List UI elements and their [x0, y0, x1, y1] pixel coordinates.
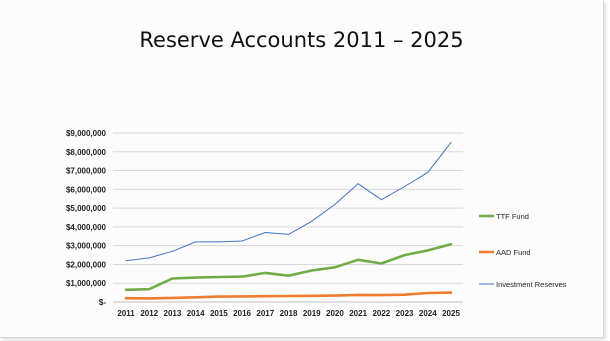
x-axis-tick-labels: 2011 2012 2013 2014 2015 2016 2017 2018 2019 2020… [117, 309, 460, 318]
x-tick-label: 2016 [233, 309, 251, 318]
legend-label: AAD Fund [496, 248, 531, 257]
series-line-ttf-fund [124, 242, 453, 292]
x-tick-label: 2015 [210, 309, 228, 318]
x-tick-label: 2014 [187, 309, 205, 318]
x-tick-label: 2025 [442, 309, 460, 318]
x-tick-label: 2011 [117, 309, 135, 318]
y-tick-label: $- [99, 298, 106, 307]
x-tick-label: 2013 [164, 309, 182, 318]
series-line-aad-fund [124, 291, 453, 300]
x-tick-label: 2022 [372, 309, 390, 318]
y-tick-label: $5,000,000 [66, 204, 107, 213]
y-tick-label: $9,000,000 [66, 129, 107, 138]
y-tick-label: $6,000,000 [66, 185, 107, 194]
x-tick-label: 2012 [140, 309, 158, 318]
y-tick-label: $4,000,000 [66, 223, 107, 232]
x-tick-label: 2020 [326, 309, 344, 318]
x-tick-label: 2023 [396, 309, 414, 318]
y-axis-tick-labels: $- $1,000,000 $2,000,000 $3,000,000 $4,000,0… [66, 129, 107, 307]
x-tick-label: 2019 [303, 309, 321, 318]
y-tick-label: $7,000,000 [66, 167, 107, 176]
series-lines [124, 141, 453, 300]
chart-canvas: $- $1,000,000 $2,000,000 $3,000,000 $4,000,0… [66, 129, 567, 318]
x-tick-label: 2017 [256, 309, 274, 318]
series-line-investment-reserves [125, 141, 452, 262]
legend: TTF Fund AAD Fund Investment Reserves [479, 212, 567, 289]
x-tick-label: 2021 [349, 309, 367, 318]
legend-label: Investment Reserves [496, 280, 567, 289]
legend-label: TTF Fund [496, 212, 529, 221]
y-tick-label: $2,000,000 [66, 260, 107, 269]
gridlines [113, 132, 463, 303]
y-tick-label: $3,000,000 [66, 242, 107, 251]
chart-title: Reserve Accounts 2011 – 2025 [139, 28, 464, 52]
y-tick-label: $8,000,000 [66, 148, 107, 157]
x-tick-label: 2018 [280, 309, 298, 318]
x-tick-label: 2024 [419, 309, 437, 318]
y-tick-label: $1,000,000 [66, 279, 107, 288]
